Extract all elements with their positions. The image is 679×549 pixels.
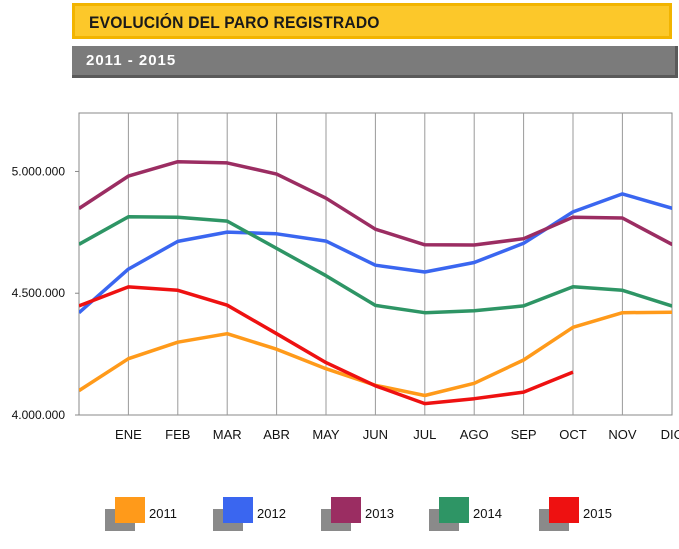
series-line-2013: [79, 159, 672, 247]
y-tick-label: 5.000.000: [12, 164, 66, 178]
legend-label: 2015: [583, 506, 612, 521]
x-tick-label: MAY: [312, 427, 340, 442]
x-tick-label: NOV: [608, 427, 637, 442]
x-tick-label: SEP: [511, 427, 537, 442]
x-tick-label: DIC: [661, 427, 679, 442]
legend-swatch: [115, 497, 145, 523]
y-tick-label: 4.000.000: [12, 408, 66, 422]
line-chart: 4.000.000 4.500.000 5.000.000 ENE FEB MAR ABR M…: [12, 112, 679, 442]
chart-subtitle: 2011 - 2015: [86, 52, 177, 69]
chart-title: EVOLUCIÓN DEL PARO REGISTRADO: [89, 13, 380, 32]
legend-item-2012: 2012: [213, 497, 323, 537]
legend-item-2015: 2015: [539, 497, 649, 537]
legend-label: 2013: [365, 506, 394, 521]
legend-item-2014: 2014: [429, 497, 539, 537]
y-tick-label: 4.500.000: [12, 286, 66, 300]
legend-label: 2014: [473, 506, 502, 521]
x-tick-label: ABR: [263, 427, 290, 442]
x-tick-label: OCT: [559, 427, 587, 442]
x-tick-label: MAR: [213, 427, 242, 442]
x-tick-label: AGO: [460, 427, 489, 442]
x-tick-label: JUL: [413, 427, 436, 442]
series-line-2012: [79, 192, 672, 315]
chart-subtitle-bar: 2011 - 2015: [72, 46, 678, 78]
legend-swatch: [223, 497, 253, 523]
series-line-2011: [79, 310, 672, 398]
series-line-2014: [79, 215, 672, 315]
legend-swatch: [549, 497, 579, 523]
x-tick-label: FEB: [165, 427, 190, 442]
legend-label: 2011: [149, 506, 177, 521]
series-line-2015: [79, 285, 574, 406]
legend-label: 2012: [257, 506, 286, 521]
x-tick-label: ENE: [115, 427, 142, 442]
legend-item-2011: 2011: [105, 497, 215, 537]
x-tick-label: JUN: [363, 427, 388, 442]
chart-title-bar: EVOLUCIÓN DEL PARO REGISTRADO: [72, 3, 672, 39]
legend-swatch: [439, 497, 469, 523]
legend-swatch: [331, 497, 361, 523]
legend-item-2013: 2013: [321, 497, 431, 537]
